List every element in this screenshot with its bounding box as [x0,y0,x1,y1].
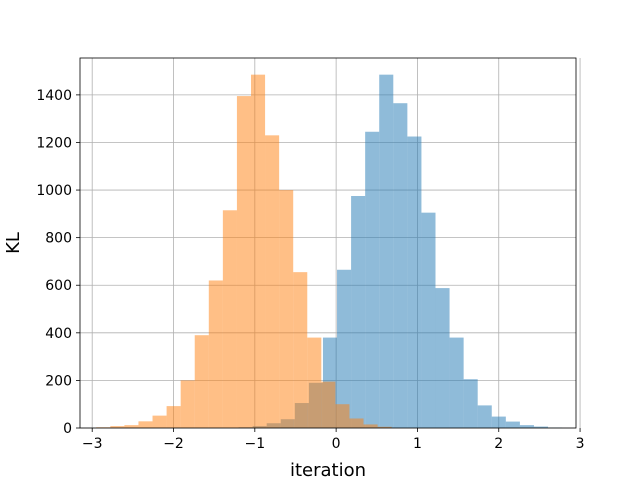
histogram-bar-series-2 [110,426,125,428]
histogram-bar-series-1 [407,136,422,428]
histogram-bar-series-2 [180,380,195,428]
histogram-bar-series-1 [449,337,464,428]
histogram-bar-series-2 [166,406,181,428]
y-axis-label: KL [3,232,24,254]
histogram-bar-series-1 [519,425,534,428]
histogram-bar-series-2 [265,135,280,429]
histogram-bar-series-1 [337,269,352,428]
histogram-bar-series-2 [307,337,322,428]
histogram-bar-series-1 [477,405,492,428]
histogram-bar-series-1 [463,379,478,428]
x-tick-label: 1 [413,436,422,452]
plot-frame [79,57,577,429]
histogram-bar-series-2 [152,415,167,428]
histogram-bar-series-2 [293,272,308,428]
histogram-bar-series-2 [222,210,237,428]
histogram-bar-series-2 [349,418,364,428]
histogram-bar-series-2 [321,381,336,428]
histogram-bar-series-2 [377,426,392,428]
y-tick-label: 1400 [36,88,72,104]
x-axis-label: iteration [290,460,366,480]
histogram-bar-series-1 [505,421,520,428]
y-tick-label: 400 [45,326,72,342]
x-tick-label: 3 [576,436,585,452]
histogram-bar-series-2 [138,421,153,428]
y-tick-label: 1000 [36,183,72,199]
histogram-bar-series-2 [236,96,251,428]
histogram-bar-series-1 [435,288,450,428]
histogram-bar-series-1 [365,131,380,428]
x-tick-label: 0 [332,436,341,452]
y-tick-label: 0 [63,421,72,437]
histogram-bar-series-2 [208,280,223,428]
histogram-bar-series-1 [533,426,549,428]
histogram-bar-series-2 [335,404,350,428]
x-tick-label: −1 [244,436,265,452]
histogram-bar-series-2 [363,424,378,428]
y-tick-label: 1200 [36,135,72,151]
histogram-bar-series-1 [421,212,436,428]
y-tick-label: 600 [45,278,72,294]
histogram-bar-series-2 [279,190,294,428]
x-tick-label: −2 [163,436,184,452]
x-tick-label: 2 [494,436,503,452]
y-tick-label: 800 [45,231,72,247]
x-tick-label: −3 [82,436,103,452]
histogram-bar-series-1 [491,416,506,428]
histogram-bar-series-1 [393,103,408,429]
y-axis: 0 200 400 600 800 1000 1200 1400 [36,88,80,437]
histogram-bar-series-1 [379,74,394,428]
histogram-bar-series-1 [351,196,366,428]
y-tick-label: 200 [45,373,72,389]
histogram-bar-series-2 [250,74,266,428]
histogram-bar-series-2 [124,425,139,428]
histogram-bar-series-2 [194,335,209,428]
bars [96,74,563,429]
x-axis: −3 −2 −1 0 1 2 3 [82,428,585,452]
